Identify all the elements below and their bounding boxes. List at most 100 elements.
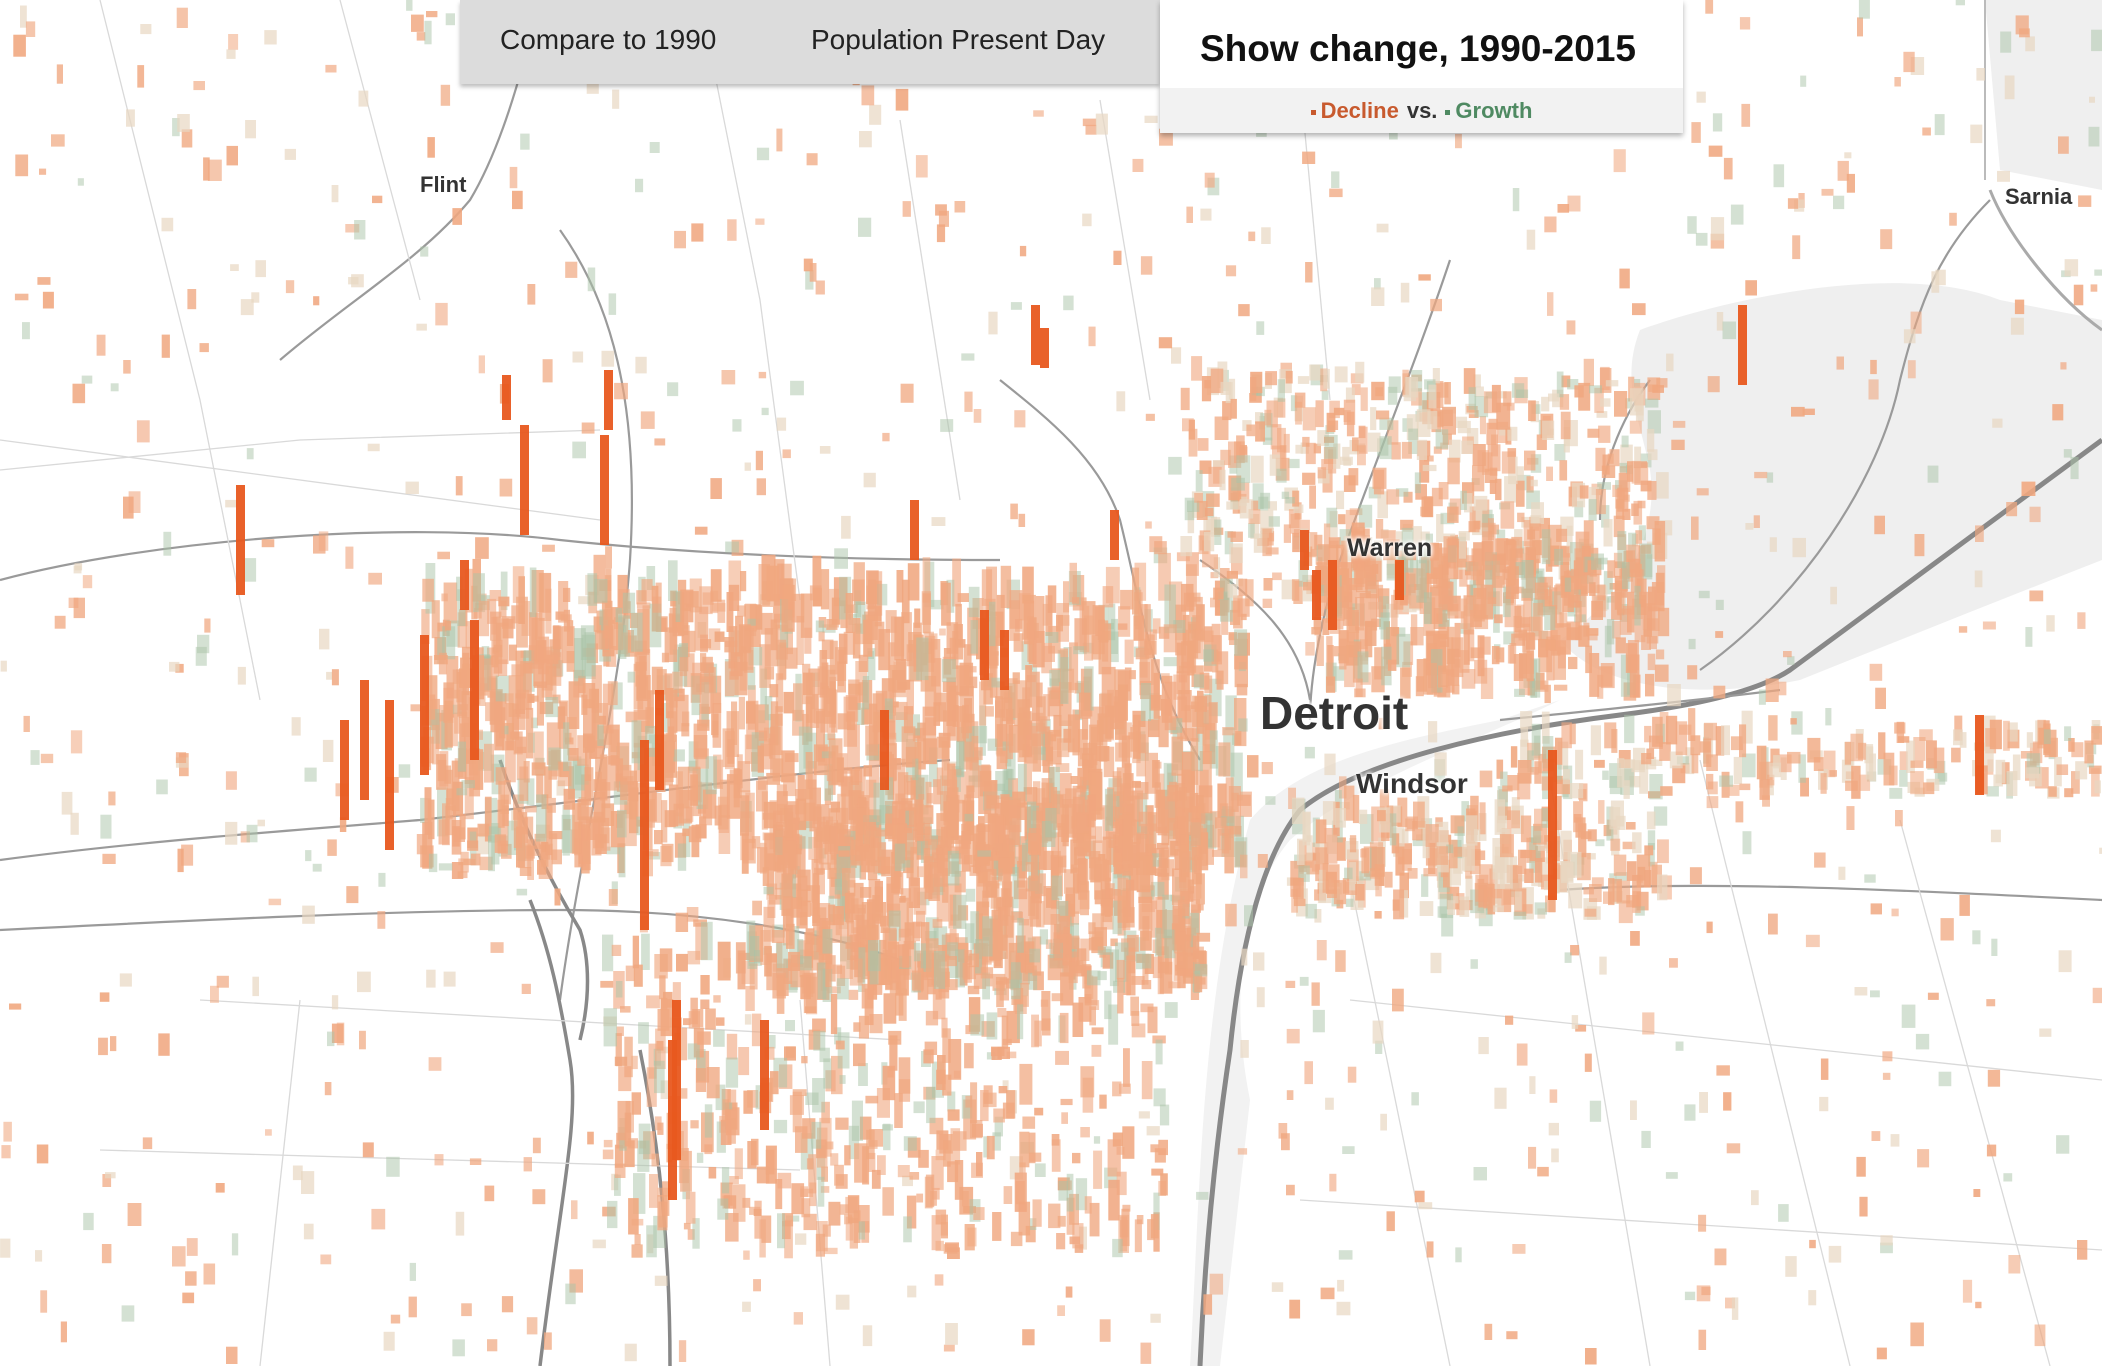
population-bar — [1508, 539, 1516, 586]
population-bar — [1127, 934, 1139, 952]
population-bar — [1209, 730, 1218, 769]
population-bar — [1706, 921, 1713, 934]
population-bar — [431, 600, 440, 639]
population-bar — [547, 797, 556, 813]
population-bar — [1168, 981, 1181, 989]
population-bar — [1512, 1244, 1526, 1254]
population-bar — [193, 81, 205, 91]
population-bar — [767, 853, 775, 896]
population-bar — [729, 1176, 739, 1184]
population-bar — [1534, 582, 1548, 600]
population-bar — [737, 605, 746, 617]
population-bar — [1626, 822, 1636, 830]
population-bar — [969, 865, 981, 876]
population-bar — [1066, 1173, 1074, 1212]
population-bar — [1383, 530, 1396, 561]
population-bar — [667, 711, 677, 742]
population-bar — [608, 724, 620, 765]
population-bar — [77, 178, 84, 186]
population-bar — [766, 565, 780, 602]
population-bar — [1465, 875, 1473, 902]
population-bar — [804, 627, 812, 654]
population-bar — [42, 291, 54, 309]
population-bar — [715, 1084, 726, 1111]
population-bar — [1632, 832, 1642, 854]
population-bar — [1986, 1144, 1997, 1157]
population-bar — [2092, 987, 2102, 1004]
population-bar — [325, 64, 337, 73]
population-bar — [1569, 723, 1576, 745]
population-bar — [199, 343, 209, 353]
population-bar — [964, 854, 973, 865]
population-bar — [600, 827, 611, 851]
population-bar — [140, 24, 152, 35]
population-bar — [1009, 590, 1023, 629]
population-bar — [1438, 665, 1449, 688]
population-bar — [1785, 1256, 1797, 1277]
population-bar — [1088, 922, 1096, 935]
population-bar — [1305, 262, 1313, 283]
population-bar — [645, 707, 654, 734]
population-bar — [1529, 523, 1541, 564]
population-bar — [605, 546, 612, 569]
population-bar — [1416, 409, 1431, 437]
population-bar — [1524, 868, 1534, 883]
population-bar — [815, 280, 825, 295]
population-bar — [102, 1174, 112, 1187]
population-bar — [889, 1035, 898, 1071]
population-bar — [796, 615, 804, 665]
population-bar — [1272, 572, 1282, 581]
population-bar — [1970, 124, 1983, 144]
population-bar — [852, 579, 865, 602]
population-bar — [1102, 586, 1114, 608]
population-bar — [445, 805, 457, 836]
population-bar — [906, 901, 913, 936]
population-bar — [1630, 1100, 1637, 1120]
population-bar — [638, 1022, 649, 1044]
population-bar — [526, 1317, 538, 1335]
population-bar — [1413, 801, 1425, 828]
population-bar — [1603, 519, 1613, 547]
population-bar — [1598, 800, 1605, 824]
population-bar — [793, 1312, 803, 1325]
population-bar — [1418, 274, 1431, 281]
population-bar — [854, 590, 862, 618]
population-bar — [1523, 588, 1533, 632]
population-bar — [1441, 913, 1454, 937]
population-bar — [409, 1262, 416, 1281]
population-bar — [1520, 849, 1532, 859]
population-bar — [2052, 404, 2064, 421]
population-bar — [1069, 642, 1079, 691]
population-bar — [1454, 611, 1465, 619]
population-bar — [1503, 631, 1516, 645]
population-bar — [752, 900, 762, 916]
population-bar — [1715, 599, 1724, 610]
population-bar — [56, 64, 63, 84]
population-bar — [500, 725, 509, 735]
population-bar — [1022, 1116, 1036, 1129]
population-bar — [1034, 1163, 1046, 1177]
population-bar — [1010, 302, 1022, 310]
population-bar — [1265, 547, 1279, 555]
population-bar — [1657, 874, 1668, 901]
population-bar — [717, 1198, 729, 1220]
population-bar — [1045, 939, 1053, 949]
population-bar — [1833, 195, 1845, 210]
population-bar — [1403, 491, 1413, 503]
population-bar — [226, 49, 236, 59]
population-bar — [1537, 841, 1552, 851]
population-bar — [1076, 948, 1087, 977]
population-bar — [542, 359, 553, 383]
population-bar — [1186, 206, 1193, 223]
population-bar — [1474, 386, 1484, 397]
population-bar — [2003, 1173, 2013, 1182]
population-bar — [1043, 850, 1054, 870]
population-bar — [953, 894, 967, 929]
lake-huron-edge — [1985, 0, 2102, 190]
population-bar — [735, 942, 746, 974]
population-bar — [631, 720, 642, 764]
population-bar — [763, 906, 775, 942]
population-bar — [73, 597, 85, 619]
population-bar — [672, 749, 685, 762]
